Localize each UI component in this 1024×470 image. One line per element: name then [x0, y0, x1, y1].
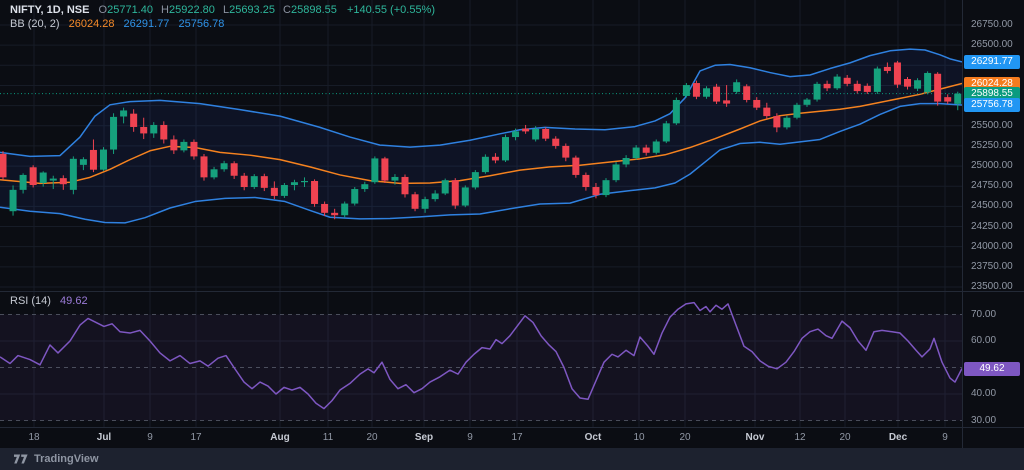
- rsi-legend-row[interactable]: RSI (14) 49.62: [10, 295, 88, 307]
- price-tick-label: 26750.00: [971, 19, 1013, 30]
- time-tick-label: Oct: [584, 432, 602, 443]
- time-tick-label: Dec: [888, 432, 908, 443]
- time-axis-border: [0, 427, 1024, 428]
- rsi-tick-label: 60.00: [971, 335, 997, 346]
- rsi-tick-label: 40.00: [971, 388, 997, 399]
- bb-basis-value: 26024.28: [68, 18, 115, 30]
- bb-upper-value: 26291.77: [123, 18, 170, 30]
- time-tick-label: 20: [839, 432, 851, 443]
- tradingview-logo-text[interactable]: TradingView: [34, 453, 99, 465]
- time-tick-label: 9: [467, 432, 473, 443]
- pane-separator[interactable]: [0, 291, 1024, 292]
- rsi-value: 49.62: [60, 295, 88, 307]
- tradingview-logo-icon[interactable]: [14, 453, 29, 465]
- price-tick-label: 24250.00: [971, 220, 1013, 232]
- time-tick-label: 11: [322, 432, 334, 443]
- price-tick-label: 24750.00: [971, 180, 1013, 192]
- price-tick-label: 24000.00: [971, 240, 1013, 252]
- price-axis-badge: 25898.55: [964, 86, 1020, 101]
- rsi-axis-badge: 49.62: [964, 361, 1020, 376]
- bb-lower-value: 25756.78: [178, 18, 225, 30]
- price-axis[interactable]: 26750.00 26500.00 25500.00 25250.00 25000.00…: [962, 0, 1024, 448]
- time-axis[interactable]: 18 Jul 9 17 Aug 11 20 Sep 9 17 Oct 10 20 Nov 12 20 Dec 9: [0, 427, 962, 448]
- time-tick-label: 9: [147, 432, 153, 443]
- time-tick-label: 9: [942, 432, 948, 443]
- time-tick-label: Jul: [96, 432, 112, 443]
- price-tick-label: 23750.00: [971, 260, 1013, 272]
- price-tick-label: 23500.00: [971, 280, 1013, 292]
- bb-indicator-label: BB (20, 2): [10, 18, 60, 30]
- price-tick-label: 26500.00: [971, 39, 1013, 51]
- close-label: C: [283, 4, 291, 16]
- time-tick-label: 18: [28, 432, 40, 443]
- close-value: 25898.55: [290, 4, 337, 16]
- symbol-title: NIFTY, 1D, NSE: [10, 4, 90, 16]
- low-value: 25693.25: [229, 4, 275, 16]
- time-tick-label: Aug: [270, 432, 290, 443]
- price-tick-label: 25500.00: [971, 119, 1013, 131]
- price-tick-label: 25250.00: [971, 139, 1013, 151]
- time-tick-label: 10: [633, 432, 645, 443]
- candlestick-chart-canvas[interactable]: [0, 0, 962, 427]
- time-tick-label: 17: [190, 432, 202, 443]
- price-axis-border: [962, 0, 963, 448]
- low-label: L: [222, 4, 230, 16]
- time-tick-label: 12: [794, 432, 806, 443]
- time-tick-label: 20: [679, 432, 691, 443]
- price-axis-badge: 26291.77: [964, 54, 1020, 69]
- bb-legend-row[interactable]: BB (20, 2) 26024.28 26291.77 25756.78: [10, 18, 230, 30]
- open-value: 25771.40: [107, 4, 153, 16]
- main-legend-row[interactable]: NIFTY, 1D, NSE O25771.40 H25922.80 L2569…: [10, 4, 435, 16]
- rsi-tick-label: 70.00: [971, 308, 997, 320]
- price-tick-label: 25000.00: [971, 160, 1013, 172]
- rsi-tick-label: 30.00: [971, 414, 997, 426]
- time-tick-label: 20: [366, 432, 378, 443]
- change-value: +140.55 (+0.55%): [346, 4, 436, 16]
- high-label: H: [161, 4, 169, 16]
- time-tick-label: Nov: [745, 432, 765, 443]
- price-tick-label: 24500.00: [971, 200, 1013, 212]
- open-label: O: [98, 4, 108, 16]
- bottom-toolbar: TradingView: [0, 448, 1024, 470]
- time-tick-label: Sep: [414, 432, 434, 443]
- price-axis-badge: 25756.78: [964, 98, 1020, 113]
- rsi-indicator-label: RSI (14): [10, 295, 51, 307]
- time-tick-label: 17: [511, 432, 523, 443]
- high-value: 25922.80: [169, 4, 215, 16]
